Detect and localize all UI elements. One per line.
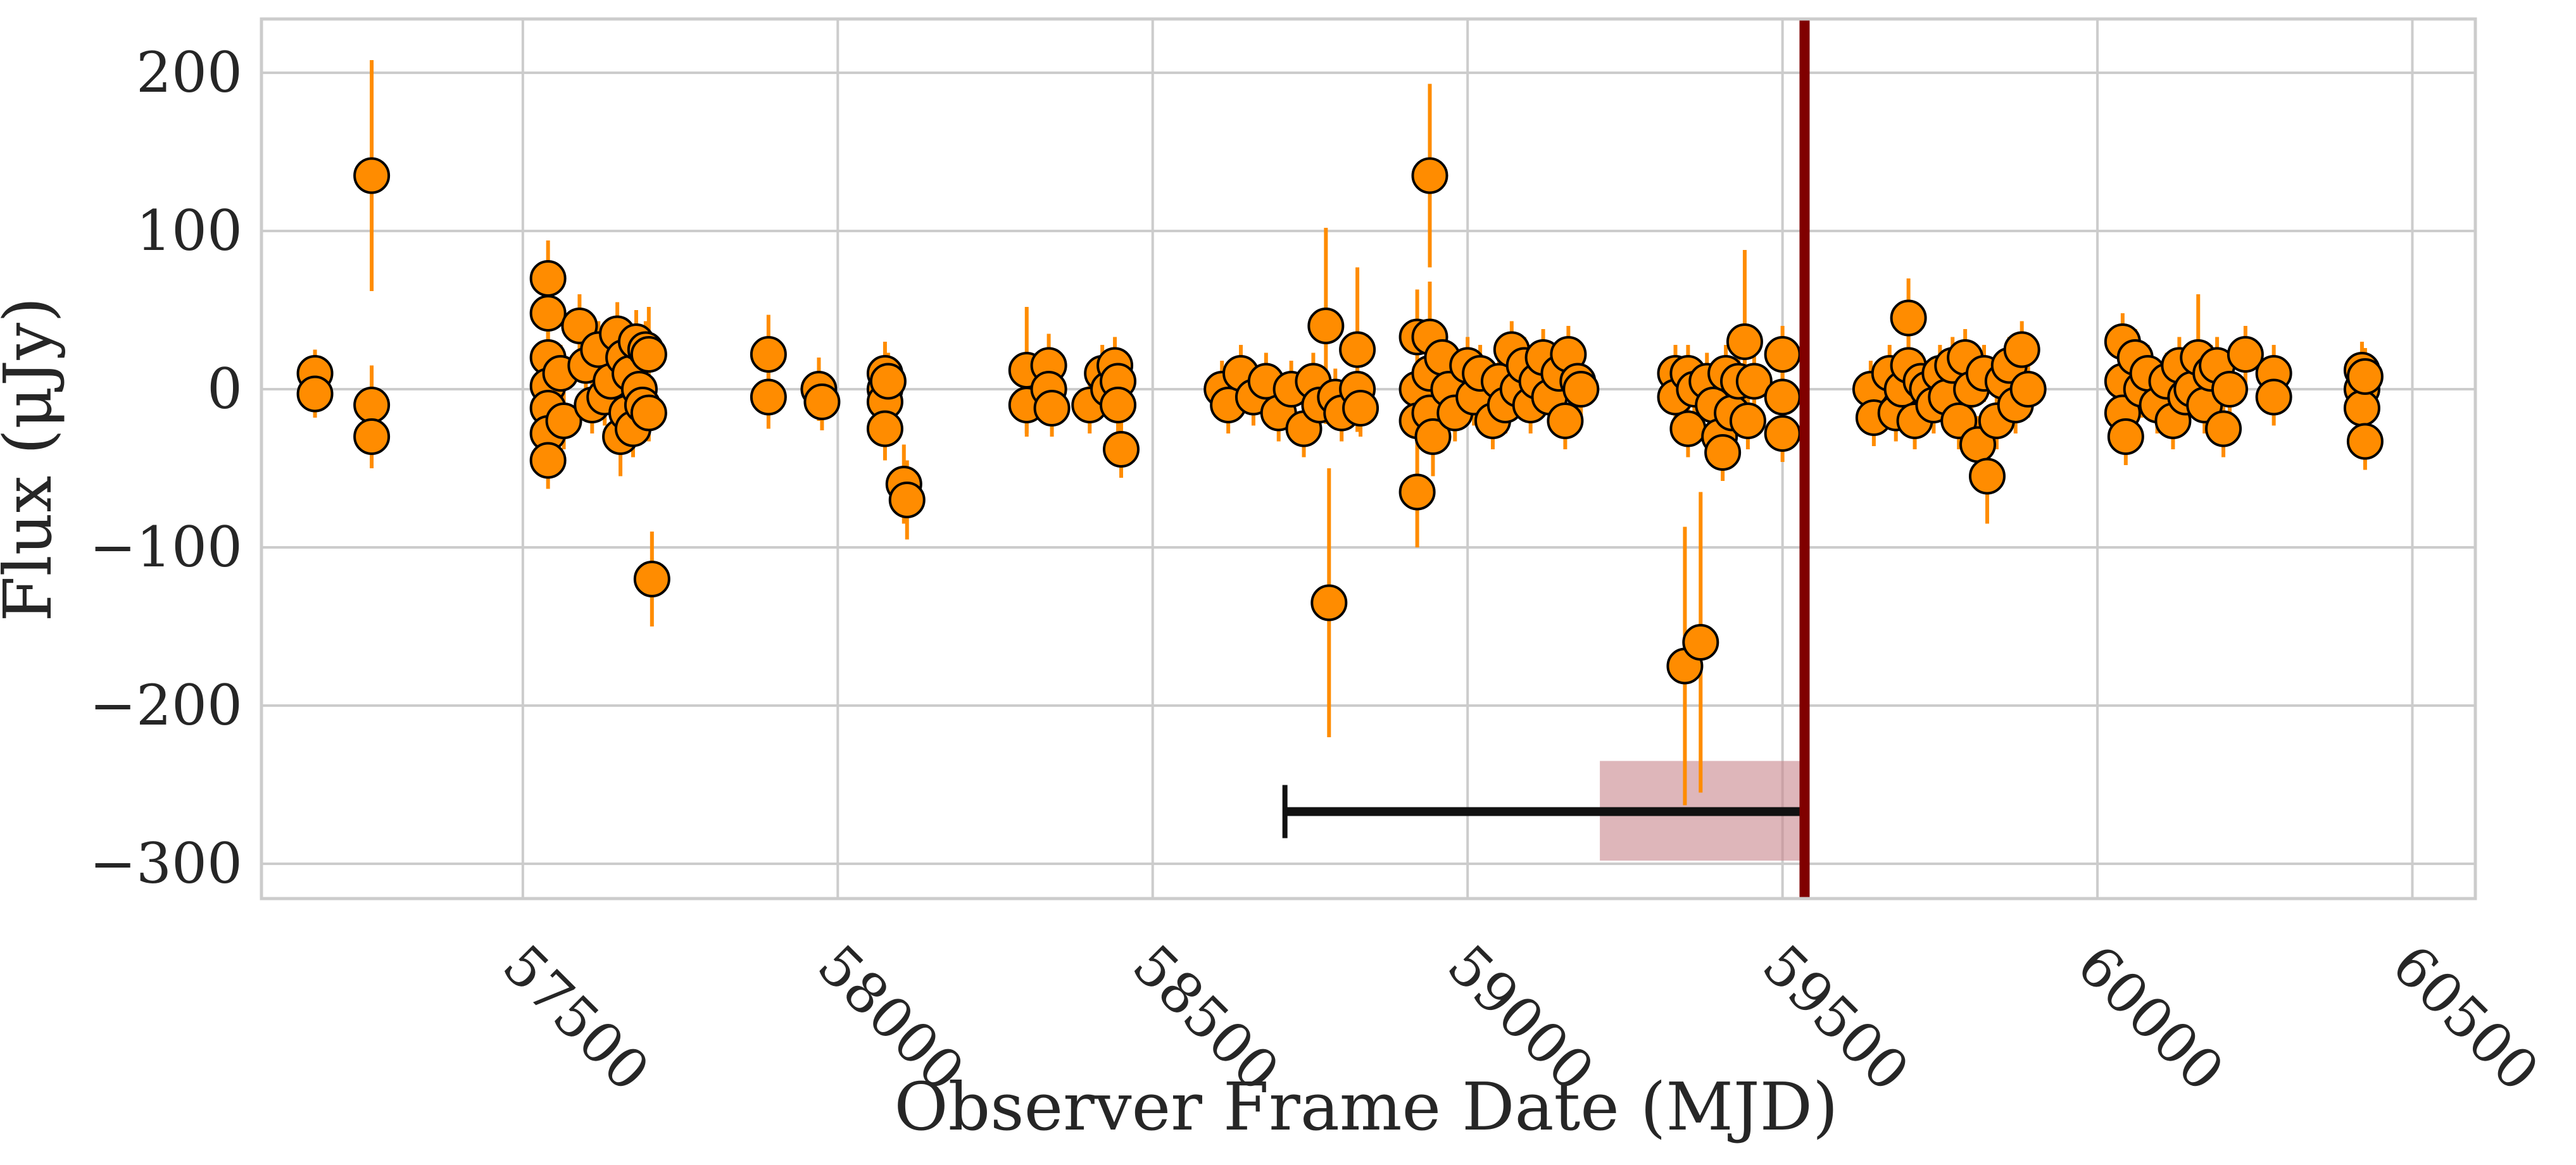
data-point-layer: [296, 157, 2384, 685]
data-point: [1411, 157, 1448, 194]
data-point: [869, 363, 907, 400]
data-point: [803, 383, 841, 420]
axes-layer: [260, 17, 2477, 900]
data-point: [1339, 331, 1376, 368]
data-point: [1562, 371, 1600, 408]
data-point: [1940, 402, 1978, 439]
data-point: [296, 375, 334, 413]
data-point: [561, 308, 598, 344]
data-point: [353, 157, 391, 194]
data-point: [2205, 410, 2242, 447]
data-point: [1764, 336, 1801, 373]
data-point: [1100, 387, 1137, 423]
data-point: [2255, 378, 2292, 416]
data-point: [1764, 378, 1801, 416]
data-point: [545, 402, 582, 439]
data-point: [866, 410, 903, 447]
data-point: [750, 378, 787, 416]
data-point: [529, 260, 567, 297]
y-tick-label: 0: [207, 356, 242, 421]
data-point: [630, 394, 667, 432]
data-point: [1726, 323, 1763, 360]
data-point: [1414, 418, 1452, 455]
data-point: [1310, 584, 1348, 621]
data-point: [1103, 431, 1140, 468]
y-tick-label: −300: [89, 831, 242, 896]
data-point: [2346, 358, 2384, 395]
data-point: [1704, 434, 1742, 471]
data-point: [888, 482, 926, 518]
data-point: [1033, 390, 1071, 427]
x-tick-label: 57500: [491, 932, 662, 1104]
data-point: [1682, 624, 1719, 661]
data-point: [353, 418, 391, 455]
grid-layer: [261, 19, 2475, 899]
x-tick-label: 60500: [2380, 932, 2551, 1104]
data-point: [1735, 363, 1773, 400]
y-tick-label: −100: [89, 514, 242, 580]
data-point: [1398, 473, 1436, 511]
data-point: [750, 336, 787, 373]
plot-background: [261, 19, 2475, 899]
axes-frame: [260, 17, 2477, 900]
x-tick-label: 60000: [2065, 932, 2237, 1104]
y-tick-label: 200: [136, 40, 242, 105]
data-point: [630, 336, 667, 373]
data-point: [529, 295, 567, 332]
x-axis-label: Observer Frame Date (MJD): [894, 1068, 1838, 1145]
y-axis-label: Flux (μJy): [0, 297, 66, 621]
data-point: [2211, 371, 2248, 408]
data-point: [1764, 415, 1801, 452]
overlay-layer: [1282, 19, 1810, 899]
data-point: [2227, 336, 2264, 373]
y-tick-label: −200: [89, 673, 242, 738]
data-point: [1729, 402, 1766, 439]
data-point: [1547, 402, 1584, 439]
data-point: [1968, 458, 2006, 495]
data-point: [2107, 418, 2144, 455]
data-point: [353, 387, 391, 423]
data-point: [633, 561, 670, 597]
data-point: [2346, 423, 2384, 460]
data-point: [529, 442, 567, 479]
data-point: [2343, 390, 2380, 427]
data-point: [1342, 390, 1379, 427]
data-point: [1307, 308, 1345, 344]
y-tick-label: 100: [136, 198, 242, 263]
data-point: [2009, 371, 2047, 408]
data-point: [2003, 331, 2040, 368]
data-point: [1890, 299, 1927, 337]
